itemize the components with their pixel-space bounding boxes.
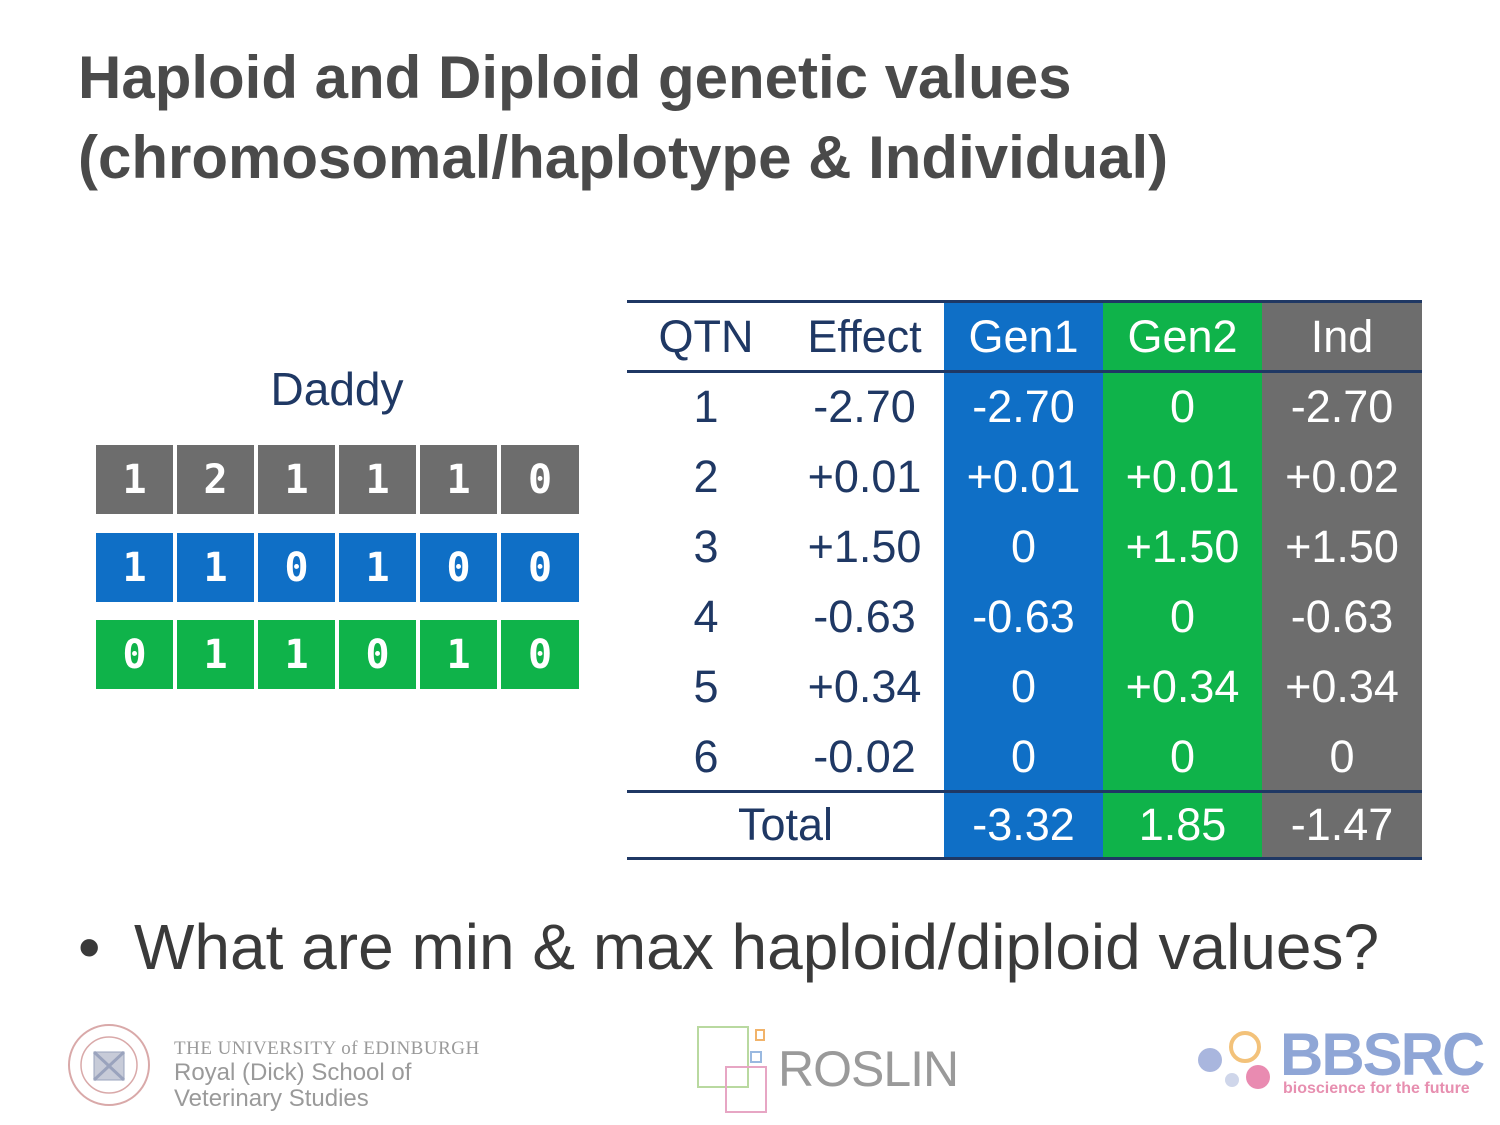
genotype-cell: 0: [501, 445, 579, 514]
effect-cell: +0.34: [807, 661, 922, 712]
qtn-cell: 2: [693, 451, 719, 502]
qtn-cell: 4: [693, 591, 719, 642]
haplotype2-cell: 1: [420, 620, 497, 689]
haplotype2-cell: 0: [339, 620, 416, 689]
haplotype1-cell: 1: [177, 533, 254, 602]
gen2-cell: +0.34: [1125, 661, 1240, 712]
gen2-cell: 0: [1169, 731, 1196, 782]
ind-cell: -0.63: [1290, 591, 1394, 642]
gen1-cell: +0.01: [966, 451, 1081, 502]
gen2-column-bg: [1103, 300, 1262, 860]
haplotype2-cell: 0: [501, 620, 579, 689]
gen1-cell: -0.63: [972, 591, 1075, 642]
bbsrc-logo-icon: [1198, 1031, 1270, 1089]
qtn-cell: 1: [693, 381, 719, 432]
ind-cell: -2.70: [1290, 381, 1394, 432]
gen2-total: 1.85: [1138, 798, 1227, 850]
haplotype1-cell: 0: [501, 533, 579, 602]
table-top-rule: [627, 300, 1422, 303]
uoe-logo-text: THE UNIVERSITY of EDINBURGH Royal (Dick)…: [174, 1038, 480, 1112]
genotype-cell: 1: [96, 445, 173, 514]
bullet-dot-icon: •: [78, 911, 101, 983]
gen1-cell: -2.70: [972, 381, 1075, 432]
haplotype1-cell: 1: [96, 533, 173, 602]
uoe-school-line2: Veterinary Studies: [174, 1085, 369, 1112]
table-total-rule: [627, 790, 1422, 793]
haplotype1-cell: 1: [339, 533, 416, 602]
table-header-rule: [627, 370, 1422, 373]
haplotype2-cell: 1: [177, 620, 254, 689]
effect-cell: -0.63: [813, 591, 916, 642]
ind-total: -1.47: [1290, 798, 1394, 850]
bullet-question: • What are min & max haploid/diploid valu…: [78, 910, 1379, 984]
header-effect: Effect: [807, 311, 922, 362]
bbsrc-logo-text: BBSRC: [1280, 1021, 1485, 1088]
genotype-cell: 1: [339, 445, 416, 514]
gen1-column-bg: [944, 300, 1103, 860]
haplotype1-cell: 0: [258, 533, 335, 602]
daddy-label: Daddy: [270, 363, 404, 415]
haplotype2-row: 0 1 1 0 1 0: [96, 620, 579, 689]
ind-column-bg: [1262, 300, 1422, 860]
genotype-row: 1 2 1 1 1 0: [96, 445, 579, 514]
ind-cell: +1.50: [1285, 521, 1399, 572]
haplotype2-cell: 1: [258, 620, 335, 689]
gen2-cell: +0.01: [1125, 451, 1240, 502]
university-crest-icon: [68, 1024, 150, 1106]
gen1-cell: 0: [1010, 661, 1037, 712]
qtn-cell: 6: [693, 731, 719, 782]
gen2-cell: +1.50: [1125, 521, 1240, 572]
uoe-name: THE UNIVERSITY of EDINBURGH: [174, 1038, 480, 1059]
haplotype1-cell: 0: [420, 533, 497, 602]
gen1-cell: 0: [1010, 731, 1037, 782]
haplotype2-cell: 0: [96, 620, 173, 689]
qtn-cell: 3: [693, 521, 719, 572]
effect-cell: +0.01: [807, 451, 922, 502]
ind-cell: +0.02: [1285, 451, 1399, 502]
genotype-cell: 2: [177, 445, 254, 514]
genotype-cell: 1: [420, 445, 497, 514]
uoe-school-line1: Royal (Dick) School of: [174, 1059, 412, 1086]
header-qtn: QTN: [658, 311, 754, 362]
gen1-total: -3.32: [972, 798, 1075, 850]
bbsrc-tagline: bioscience for the future: [1283, 1080, 1470, 1097]
effect-cell: -0.02: [813, 731, 916, 782]
qtn-cell: 5: [693, 661, 719, 712]
gen2-cell: 0: [1169, 381, 1196, 432]
title-line-2: (chromosomal/haplotype & Individual): [78, 124, 1169, 191]
roslin-logo-text: ROSLIN: [778, 1041, 959, 1097]
total-label: Total: [737, 798, 834, 850]
ind-cell: +0.34: [1285, 661, 1399, 712]
ind-cell: 0: [1329, 731, 1355, 782]
gen1-cell: 0: [1010, 521, 1037, 572]
title-line-1: Haploid and Diploid genetic values: [78, 44, 1072, 111]
roslin-logo-icon: [697, 1026, 767, 1113]
slide-title: Haploid and Diploid genetic values (chro…: [78, 38, 1168, 198]
genotype-cell: 1: [258, 445, 335, 514]
gen2-cell: 0: [1169, 591, 1196, 642]
table-bottom-rule: [627, 857, 1422, 860]
haplotype1-row: 1 1 0 1 0 0: [96, 533, 579, 602]
effect-cell: +1.50: [807, 521, 922, 572]
bullet-text: What are min & max haploid/diploid value…: [134, 911, 1380, 983]
header-gen1: Gen1: [968, 311, 1079, 362]
header-gen2: Gen2: [1127, 311, 1238, 362]
header-ind: Ind: [1310, 311, 1374, 362]
effect-cell: -2.70: [813, 381, 916, 432]
